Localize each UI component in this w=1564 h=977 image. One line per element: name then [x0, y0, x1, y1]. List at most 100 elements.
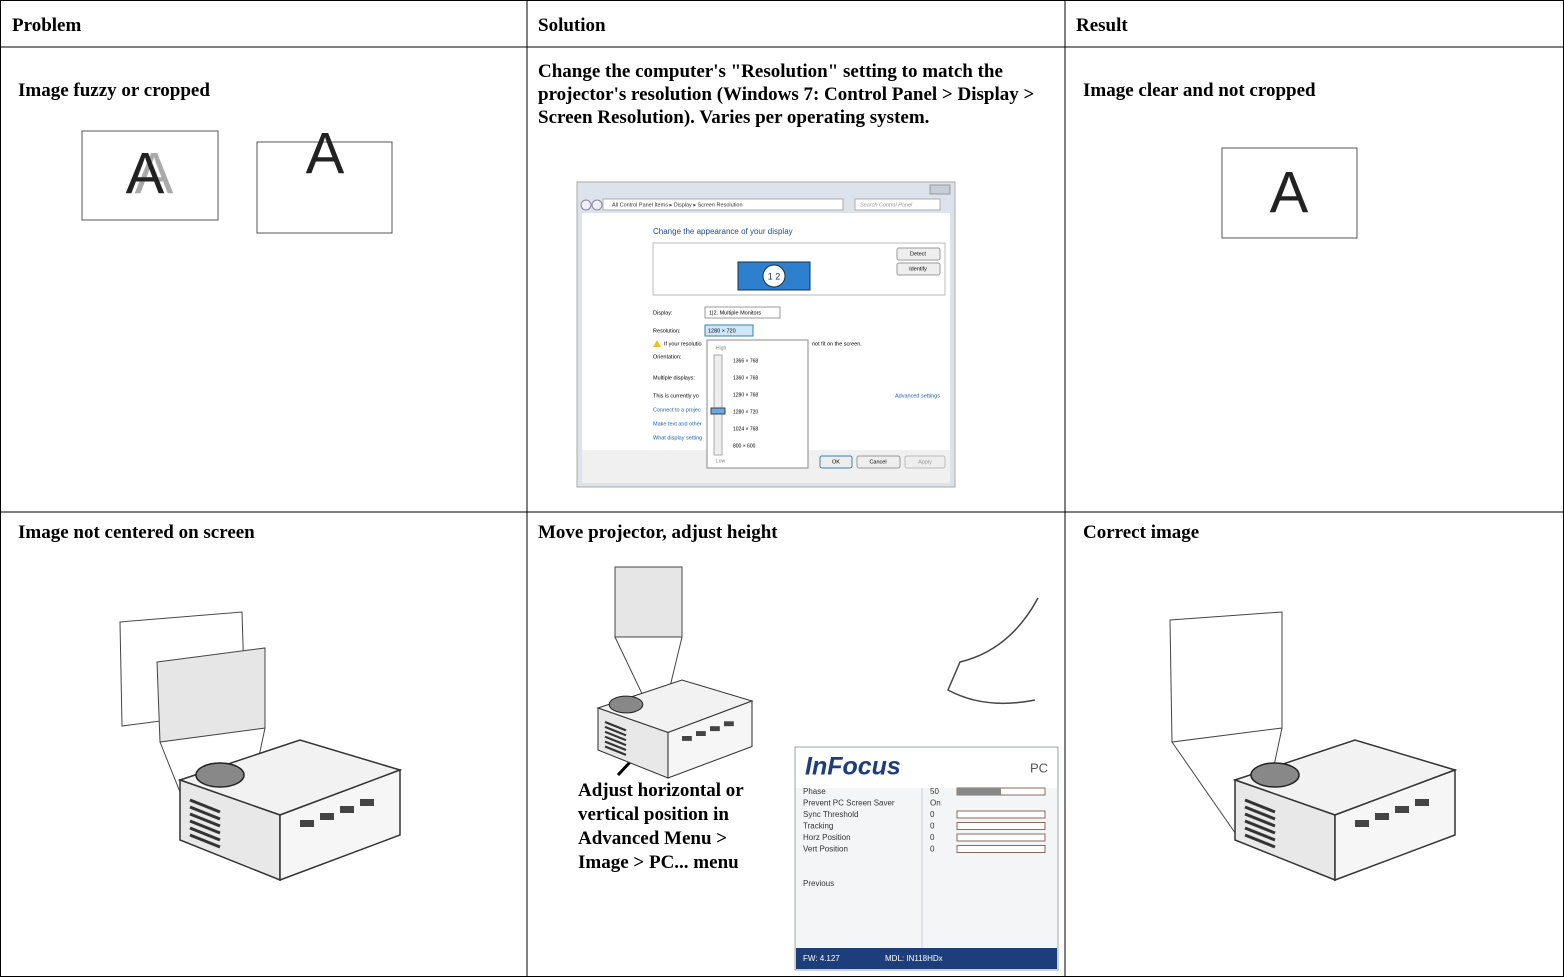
projector-port: [360, 799, 374, 806]
search: Search Control Panel: [860, 202, 913, 208]
projector-vent: [189, 812, 221, 828]
dropdown-list: [706, 339, 809, 469]
projector-vent: [189, 819, 221, 835]
projector-lens: [195, 762, 245, 788]
breadcrumb: All Control Panel Items ▸ Display ▸ Scre…: [612, 202, 743, 208]
link: What display setting: [653, 435, 702, 441]
monitor-label: 1 2: [768, 271, 781, 281]
screen: [614, 566, 683, 638]
osd-value: 0: [930, 822, 935, 831]
projector-lens: [608, 695, 644, 714]
projector-side: [1334, 768, 1456, 882]
projector-port: [1415, 799, 1429, 806]
projector-vent: [1244, 826, 1276, 842]
letter-ghost: A: [135, 141, 174, 206]
cell-text: Move projector, adjust height: [538, 522, 778, 543]
slider-end: Low: [716, 458, 726, 464]
osd-menu: InFocus PC Previous FW: 4.127 MDL: IN118…: [794, 746, 1059, 971]
slider-thumb: [710, 407, 726, 415]
header-cell: Result: [1076, 15, 1128, 36]
button-label: Detect: [910, 251, 926, 257]
projector-vent: [189, 805, 221, 821]
projector-port: [320, 813, 334, 820]
projector: [1232, 739, 1458, 882]
projector-port: [724, 721, 734, 727]
slider-end: High: [716, 345, 727, 351]
button-label: Identify: [909, 266, 927, 272]
header-cell: Problem: [12, 15, 82, 36]
button: [819, 455, 853, 469]
heading: Change the appearance of your display: [653, 227, 793, 236]
link: Make text and other: [653, 421, 702, 427]
cell-text: Image not centered on screen: [18, 522, 255, 543]
osd-label: Tracking: [803, 822, 833, 831]
osd-value: On: [930, 799, 941, 808]
osd-model: MDL: IN118HDx: [885, 954, 943, 963]
projector-vent: [604, 725, 627, 737]
projector-vent: [1244, 819, 1276, 835]
label: Resolution:: [653, 328, 681, 334]
link: Connect to a projec: [653, 407, 701, 413]
dropdown: [704, 324, 754, 337]
resolution-option: 1366 × 768: [733, 358, 758, 364]
button: [896, 262, 941, 276]
screen: [1169, 611, 1283, 743]
nav-button: [591, 199, 603, 211]
warning-icon: [653, 340, 661, 347]
button-label: Cancel: [869, 459, 886, 465]
projector-port: [710, 726, 720, 732]
button-label: OK: [832, 459, 840, 465]
dropdown-value: 1280 × 720: [708, 328, 736, 334]
projector-vent: [604, 721, 627, 732]
projector-port: [1395, 806, 1409, 813]
monitor-badge: [762, 264, 786, 288]
projector-port: [696, 731, 706, 736]
osd-value: 50: [930, 787, 939, 796]
projector-vent: [604, 745, 627, 756]
projector-port: [340, 806, 354, 813]
frame: [1221, 147, 1358, 239]
projector-vent: [1244, 833, 1276, 849]
letter: A: [126, 141, 165, 206]
osd-value: 0: [930, 845, 935, 854]
projector: [596, 679, 754, 779]
letter: A: [306, 121, 345, 186]
projector-lens: [1250, 762, 1300, 788]
nav-button: [580, 199, 592, 211]
projector-port: [1355, 820, 1369, 827]
projector-port: [682, 736, 692, 741]
projector-vent: [189, 826, 221, 842]
osd-slider: [956, 810, 1046, 819]
osd-label: Vert Position: [803, 845, 848, 854]
letter: A: [1270, 160, 1309, 225]
cell-text: Image fuzzy or cropped: [18, 80, 210, 101]
cell-text: Correct image: [1083, 522, 1200, 543]
osd-slider-fill: [957, 788, 1001, 795]
osd-previous: Previous: [803, 879, 834, 888]
projector-side: [667, 700, 753, 779]
osd-slider: [956, 833, 1046, 842]
screen-resolution-window: All Control Panel Items ▸ Display ▸ Scre…: [576, 181, 956, 488]
osd-label: Phase: [803, 787, 826, 796]
button: [856, 455, 901, 469]
osd-footer: [796, 948, 1057, 969]
dropdown-value: 1|2. Multiple Monitors: [709, 310, 761, 316]
resolution-option: 1024 × 768: [733, 426, 758, 432]
osd-firmware: FW: 4.127: [803, 954, 840, 963]
resolution-option: 1280 × 768: [733, 392, 758, 398]
projector-side: [279, 768, 401, 882]
search-box: [854, 198, 941, 211]
osd-header: [796, 748, 1057, 788]
projector-vent: [1244, 812, 1276, 828]
projector-vent: [189, 833, 221, 849]
label: Multiple displays:: [653, 375, 695, 381]
frame: [81, 130, 219, 221]
adjust-note: Adjust horizontal or vertical position i…: [578, 780, 744, 873]
osd-value: 0: [930, 810, 935, 819]
label: This is currently yo: [653, 393, 699, 399]
button: [904, 455, 946, 469]
window-buttons: [929, 184, 951, 195]
cell-text: Image clear and not cropped: [1083, 80, 1316, 101]
warning: not fit on the screen.: [812, 341, 862, 347]
projector-port: [1375, 813, 1389, 820]
